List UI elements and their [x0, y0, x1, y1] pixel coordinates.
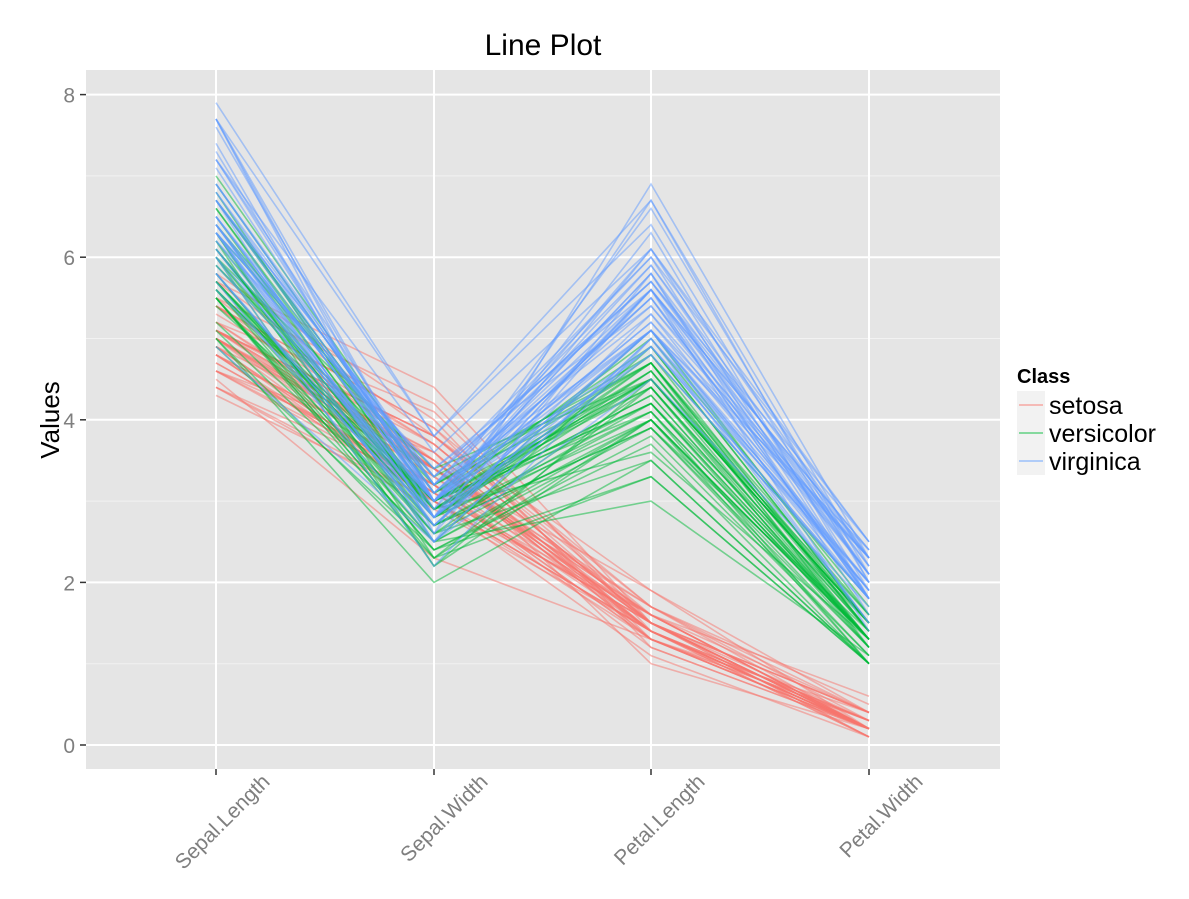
series-line — [215, 118, 870, 583]
series-line — [215, 346, 870, 608]
y-tick-label: 6 — [63, 247, 75, 270]
x-tick-label: Sepal.Width — [396, 770, 492, 866]
chart-title: Line Plot — [485, 29, 602, 62]
series-line — [215, 329, 870, 657]
series-line — [215, 159, 870, 543]
y-tick-label: 8 — [63, 85, 75, 108]
series-line — [215, 224, 870, 567]
x-tick-label: Petal.Width — [835, 770, 927, 862]
y-axis-label: Values — [35, 381, 65, 459]
series-line — [215, 297, 870, 665]
series-line — [215, 199, 870, 551]
x-tick-label: Sepal.Length — [171, 770, 275, 874]
series-line — [215, 256, 870, 624]
legend-label: versicolor — [1049, 420, 1156, 448]
series-line — [215, 199, 870, 543]
y-tick-label: 2 — [63, 572, 75, 595]
series-line — [215, 264, 870, 600]
series-lines — [215, 102, 870, 738]
series-line — [215, 272, 870, 592]
y-axis-ticks: 0 2 4 6 8 — [63, 85, 86, 758]
legend-title: Class — [1017, 366, 1070, 388]
series-line — [215, 240, 870, 559]
series-line — [215, 297, 870, 640]
y-tick-label: 4 — [63, 410, 75, 433]
series-line — [215, 337, 870, 665]
series-line — [215, 118, 870, 567]
y-tick-label: 0 — [63, 735, 75, 758]
series-line — [215, 216, 870, 583]
legend-item-versicolor: versicolor — [1017, 419, 1156, 448]
legend-item-virginica: virginica — [1017, 447, 1141, 476]
x-axis-ticks: Sepal.Length Sepal.Width Petal.Length Petal… — [171, 769, 928, 874]
legend-label: setosa — [1049, 392, 1123, 420]
series-virginica — [215, 102, 870, 632]
legend-label: virginica — [1049, 448, 1141, 476]
x-tick-label: Petal.Length — [610, 770, 710, 870]
legend-item-setosa: setosa — [1017, 391, 1123, 420]
